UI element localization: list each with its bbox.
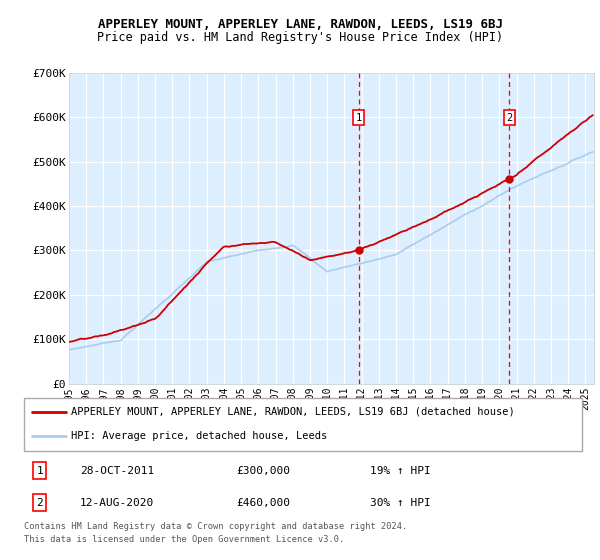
- Text: Contains HM Land Registry data © Crown copyright and database right 2024.: Contains HM Land Registry data © Crown c…: [24, 522, 407, 531]
- Text: HPI: Average price, detached house, Leeds: HPI: Average price, detached house, Leed…: [71, 431, 328, 441]
- Text: 30% ↑ HPI: 30% ↑ HPI: [370, 498, 431, 507]
- Text: APPERLEY MOUNT, APPERLEY LANE, RAWDON, LEEDS, LS19 6BJ: APPERLEY MOUNT, APPERLEY LANE, RAWDON, L…: [97, 18, 503, 31]
- Text: 12-AUG-2020: 12-AUG-2020: [80, 498, 154, 507]
- Text: 1: 1: [36, 465, 43, 475]
- Text: 28-OCT-2011: 28-OCT-2011: [80, 465, 154, 475]
- Text: 19% ↑ HPI: 19% ↑ HPI: [370, 465, 431, 475]
- FancyBboxPatch shape: [24, 398, 582, 451]
- Text: 2: 2: [506, 113, 512, 123]
- Text: Price paid vs. HM Land Registry's House Price Index (HPI): Price paid vs. HM Land Registry's House …: [97, 31, 503, 44]
- Text: £460,000: £460,000: [236, 498, 290, 507]
- Text: APPERLEY MOUNT, APPERLEY LANE, RAWDON, LEEDS, LS19 6BJ (detached house): APPERLEY MOUNT, APPERLEY LANE, RAWDON, L…: [71, 407, 515, 417]
- Text: 2: 2: [36, 498, 43, 507]
- Text: This data is licensed under the Open Government Licence v3.0.: This data is licensed under the Open Gov…: [24, 534, 344, 544]
- Text: £300,000: £300,000: [236, 465, 290, 475]
- Text: 1: 1: [356, 113, 362, 123]
